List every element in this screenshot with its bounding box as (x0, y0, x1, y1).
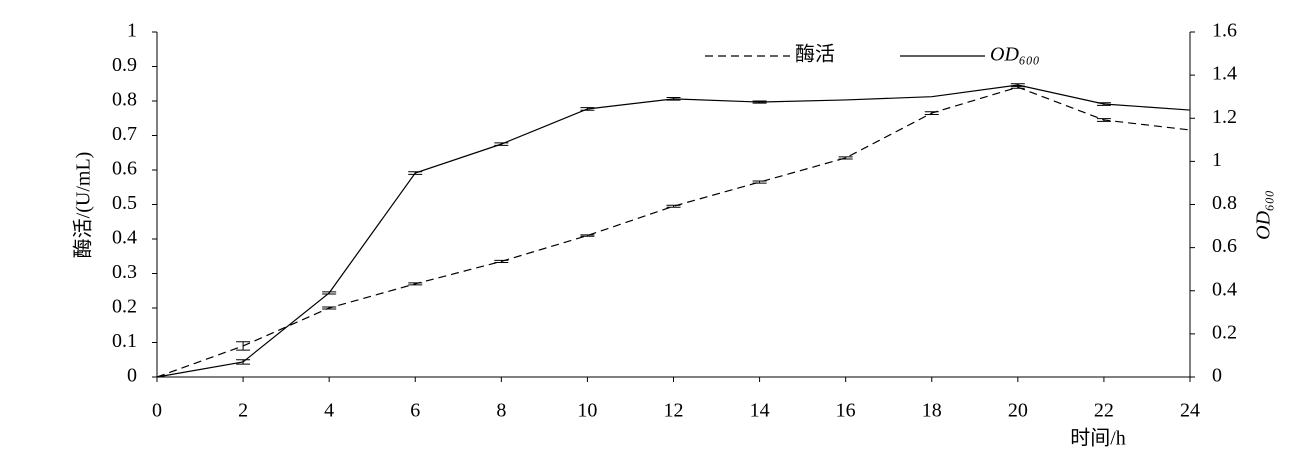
y2-tick-label: 1 (1212, 149, 1222, 171)
error-bar (666, 204, 681, 208)
y-tick-label: 0.7 (112, 123, 137, 145)
error-bar (1096, 118, 1111, 122)
y-tick-label: 0 (127, 365, 137, 387)
x-tick-label: 20 (1008, 400, 1028, 422)
error-bar (322, 291, 337, 295)
y-tick-label: 0.4 (112, 227, 137, 249)
x-tick-label: 16 (836, 400, 856, 422)
x-tick-label: 2 (238, 400, 248, 422)
y-tick-label: 0.5 (112, 192, 137, 214)
y-tick-label: 1 (127, 20, 137, 42)
error-bar (838, 156, 853, 160)
error-bar (494, 259, 509, 263)
legend-label: 酶活 (795, 43, 835, 66)
x-tick-label: 8 (496, 400, 506, 422)
x-tick-label: 0 (152, 400, 162, 422)
error-bar (236, 359, 251, 365)
x-tick-label: 10 (577, 400, 597, 422)
error-bar (666, 97, 681, 101)
x-tick-label: 22 (1094, 400, 1114, 422)
error-bar (408, 171, 423, 175)
error-bar (924, 111, 939, 115)
error-bar (1096, 102, 1111, 106)
x-tick-label: 18 (922, 400, 942, 422)
y2-tick-label: 0.2 (1212, 321, 1237, 343)
y-tick-label: 0.8 (112, 89, 137, 111)
error-bar (580, 107, 595, 111)
error-bar (752, 180, 767, 184)
x-tick-label: 24 (1180, 400, 1200, 422)
error-bar (408, 282, 423, 286)
y2-axis-title: OD₆₀₀ (1253, 190, 1275, 240)
y-tick-label: 0.3 (112, 261, 137, 283)
series-line (156, 84, 1191, 378)
error-bar (322, 306, 337, 310)
error-bar (580, 234, 595, 237)
y-tick-label: 0.1 (112, 330, 137, 352)
error-bar (494, 142, 509, 146)
x-tick-label: 4 (324, 400, 334, 422)
x-tick-label: 14 (750, 400, 770, 422)
error-bar (1010, 83, 1025, 87)
y-tick-label: 0.2 (112, 296, 137, 318)
y-tick-label: 0.9 (112, 54, 137, 76)
y2-tick-label: 1.4 (1212, 63, 1237, 85)
series-line (156, 86, 1191, 378)
y2-tick-label: 0.4 (1212, 278, 1237, 300)
y2-tick-label: 0 (1212, 365, 1222, 387)
y2-tick-label: 0.8 (1212, 192, 1237, 214)
error-bar (752, 100, 767, 104)
y2-tick-label: 1.2 (1212, 106, 1237, 128)
y-axis-title: 酶活/(U/mL) (72, 152, 95, 259)
x-tick-label: 12 (664, 400, 684, 422)
error-bar (236, 341, 251, 351)
y2-tick-label: 0.6 (1212, 235, 1237, 257)
x-tick-label: 6 (410, 400, 420, 422)
legend-label: OD₆₀₀ (990, 44, 1040, 66)
x-axis-title: 时间/h (1070, 427, 1126, 450)
y2-tick-label: 1.6 (1212, 20, 1237, 42)
y-tick-label: 0.6 (112, 158, 137, 180)
